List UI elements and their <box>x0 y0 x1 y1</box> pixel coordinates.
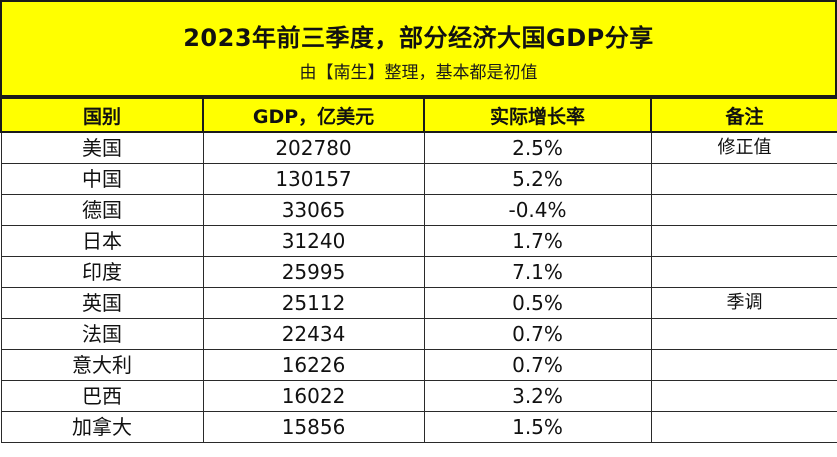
cell-gdp: 130157 <box>202 163 425 195</box>
cell-growth: 0.5% <box>423 287 652 319</box>
cell-gdp: 25995 <box>202 256 425 288</box>
cell-country: 印度 <box>0 256 204 288</box>
cell-gdp: 15856 <box>202 411 425 443</box>
table-row: 日本 31240 1.7% <box>0 225 837 257</box>
cell-growth: 2.5% <box>423 131 652 164</box>
cell-gdp: 22434 <box>202 318 425 350</box>
page-title: 2023年前三季度，部分经济大国GDP分享 <box>183 24 654 52</box>
table-row: 美国 202780 2.5% 修正值 <box>0 131 837 164</box>
cell-growth: 7.1% <box>423 256 652 288</box>
cell-country: 法国 <box>0 318 204 350</box>
cell-note <box>650 163 837 195</box>
cell-growth: 0.7% <box>423 349 652 381</box>
cell-growth: 1.7% <box>423 225 652 257</box>
cell-country: 英国 <box>0 287 204 319</box>
table-row: 意大利 16226 0.7% <box>0 349 837 381</box>
cell-note <box>650 194 837 226</box>
cell-note <box>650 225 837 257</box>
cell-gdp: 31240 <box>202 225 425 257</box>
cell-country: 美国 <box>0 131 204 164</box>
table-row: 英国 25112 0.5% 季调 <box>0 287 837 319</box>
table-row: 德国 33065 -0.4% <box>0 194 837 226</box>
cell-note <box>650 349 837 381</box>
gdp-table: 国别 GDP，亿美元 实际增长率 备注 美国 202780 2.5% 修正值 中… <box>0 97 837 443</box>
table-row: 中国 130157 5.2% <box>0 163 837 195</box>
cell-country: 意大利 <box>0 349 204 381</box>
cell-country: 德国 <box>0 194 204 226</box>
cell-growth: -0.4% <box>423 194 652 226</box>
cell-note <box>650 318 837 350</box>
table-row: 加拿大 15856 1.5% <box>0 411 837 443</box>
cell-growth: 1.5% <box>423 411 652 443</box>
page-subtitle: 由【南生】整理，基本都是初值 <box>299 63 538 83</box>
cell-growth: 0.7% <box>423 318 652 350</box>
cell-gdp: 16022 <box>202 380 425 412</box>
cell-growth: 3.2% <box>423 380 652 412</box>
cell-gdp: 25112 <box>202 287 425 319</box>
column-header-gdp: GDP，亿美元 <box>202 97 425 133</box>
cell-gdp: 202780 <box>202 131 425 164</box>
cell-note <box>650 411 837 443</box>
cell-gdp: 33065 <box>202 194 425 226</box>
cell-country: 加拿大 <box>0 411 204 443</box>
cell-note: 修正值 <box>650 131 837 164</box>
table-header-row: 国别 GDP，亿美元 实际增长率 备注 <box>0 97 837 133</box>
table-row: 印度 25995 7.1% <box>0 256 837 288</box>
table-row: 巴西 16022 3.2% <box>0 380 837 412</box>
cell-note: 季调 <box>650 287 837 319</box>
cell-country: 巴西 <box>0 380 204 412</box>
table-row: 法国 22434 0.7% <box>0 318 837 350</box>
cell-growth: 5.2% <box>423 163 652 195</box>
title-block: 2023年前三季度，部分经济大国GDP分享 由【南生】整理，基本都是初值 <box>0 0 837 97</box>
column-header-growth: 实际增长率 <box>423 97 652 133</box>
column-header-note: 备注 <box>650 97 837 133</box>
cell-country: 日本 <box>0 225 204 257</box>
cell-note <box>650 380 837 412</box>
cell-country: 中国 <box>0 163 204 195</box>
cell-note <box>650 256 837 288</box>
cell-gdp: 16226 <box>202 349 425 381</box>
column-header-country: 国别 <box>0 97 204 133</box>
